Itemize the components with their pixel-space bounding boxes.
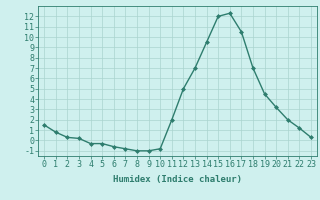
X-axis label: Humidex (Indice chaleur): Humidex (Indice chaleur) (113, 175, 242, 184)
